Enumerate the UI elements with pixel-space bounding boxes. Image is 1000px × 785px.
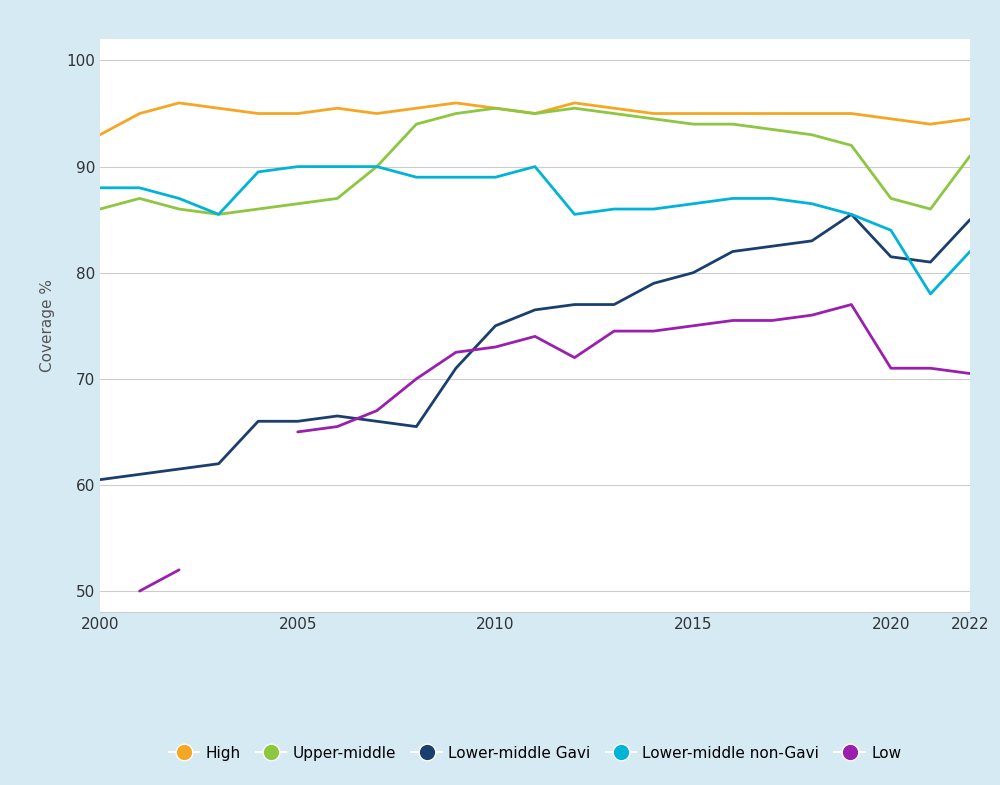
Legend: High, Upper-middle, Lower-middle Gavi, Lower-middle non-Gavi, Low: High, Upper-middle, Lower-middle Gavi, L… (157, 733, 913, 772)
Y-axis label: Coverage %: Coverage % (40, 279, 55, 372)
